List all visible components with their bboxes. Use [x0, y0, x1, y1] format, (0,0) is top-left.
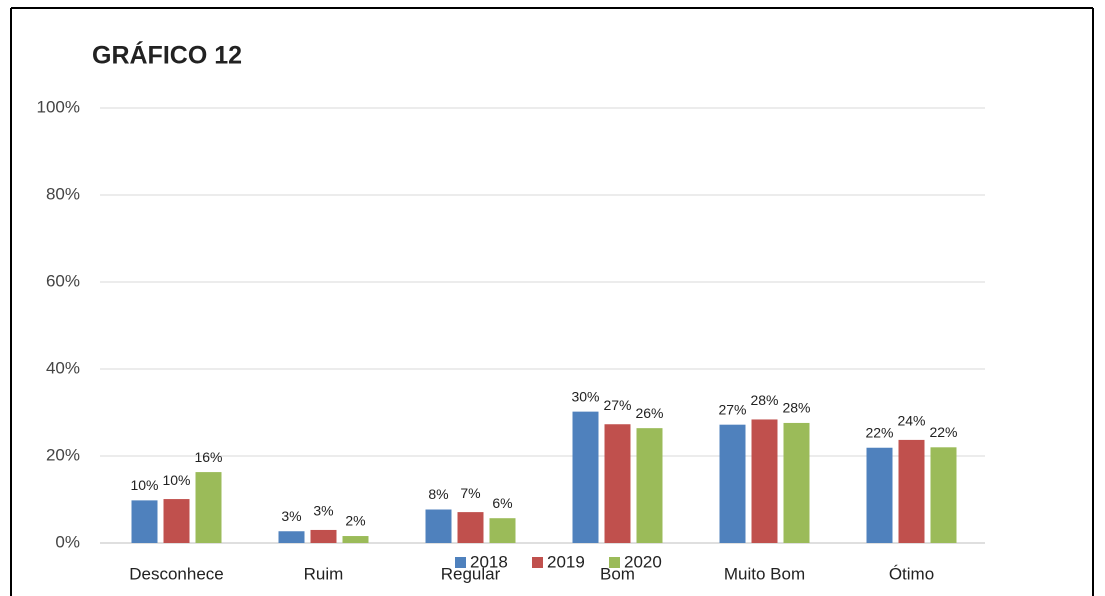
data-label: 2% [345, 513, 365, 529]
data-label: 22% [865, 424, 893, 440]
x-tick-label: Ruim [304, 564, 344, 583]
y-tick-label: 60% [46, 271, 80, 290]
data-label: 27% [603, 397, 631, 413]
x-tick-label: Desconhece [129, 564, 224, 583]
x-tick-label: Muito Bom [724, 564, 805, 583]
data-label: 10% [130, 477, 158, 493]
bar [866, 447, 893, 543]
bar [898, 439, 925, 543]
x-tick-label: Regular [441, 564, 501, 583]
legend-label: 2019 [547, 552, 585, 571]
data-label: 28% [782, 400, 810, 416]
data-label: 22% [929, 424, 957, 440]
bar [783, 422, 810, 543]
legend-swatch [455, 557, 466, 568]
data-label: 30% [571, 388, 599, 404]
bar [195, 472, 222, 543]
data-label: 27% [718, 401, 746, 417]
bar [489, 518, 516, 543]
chart-title: GRÁFICO 12 [92, 41, 242, 70]
bar [719, 424, 746, 543]
legend-swatch [532, 557, 543, 568]
bar [131, 500, 158, 543]
bar [163, 499, 190, 543]
bar [278, 531, 305, 543]
bar [310, 529, 337, 543]
data-label: 7% [460, 485, 480, 501]
bar [636, 428, 663, 543]
y-tick-label: 20% [46, 445, 80, 464]
legend-label: 2018 [470, 552, 508, 571]
bar [930, 447, 957, 543]
data-label: 26% [635, 405, 663, 421]
legend-swatch [609, 557, 620, 568]
bar [572, 411, 599, 543]
bar [342, 536, 369, 543]
y-tick-label: 40% [46, 358, 80, 377]
data-label: 3% [313, 503, 333, 519]
bar [751, 419, 778, 543]
data-label: 6% [492, 495, 512, 511]
data-label: 3% [281, 508, 301, 524]
x-tick-label: Ótimo [889, 564, 934, 583]
data-label: 24% [897, 413, 925, 429]
data-label: 28% [750, 392, 778, 408]
bar [457, 512, 484, 543]
legend-label: 2020 [624, 552, 662, 571]
x-tick-label: Bom [600, 564, 635, 583]
bar [604, 424, 631, 543]
y-tick-label: 0% [55, 532, 80, 551]
y-tick-label: 80% [46, 184, 80, 203]
data-label: 8% [428, 486, 448, 502]
y-tick-label: 100% [37, 97, 80, 116]
data-label: 10% [162, 472, 190, 488]
data-label: 16% [194, 449, 222, 465]
bar [425, 509, 452, 543]
